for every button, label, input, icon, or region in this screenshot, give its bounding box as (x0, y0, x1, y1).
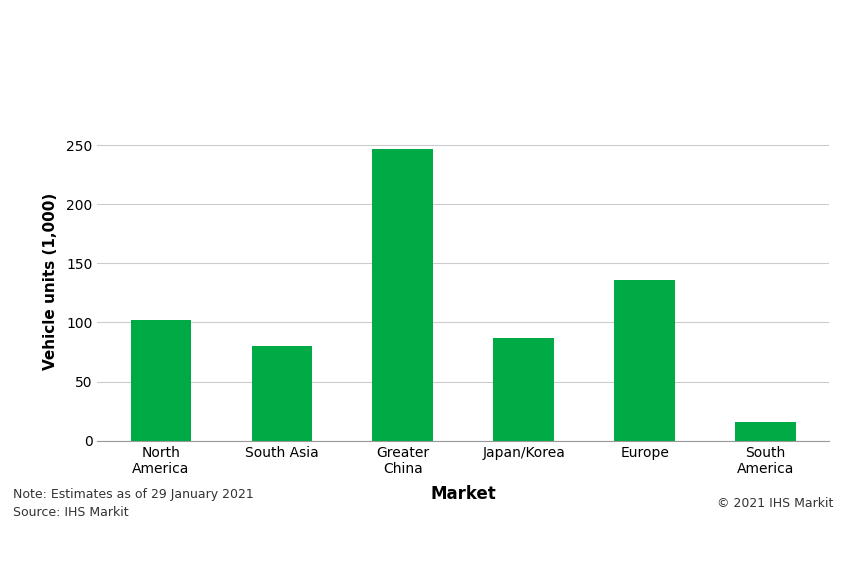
Bar (372, 149, 433, 441)
Bar (614, 280, 675, 441)
X-axis label: Market: Market (431, 485, 496, 503)
Bar (130, 320, 191, 441)
Text: Estimated impact on light vehicle production volume in Q1 2021 due to
semiconduc: Estimated impact on light vehicle produc… (13, 32, 681, 75)
Bar (493, 338, 554, 441)
Text: © 2021 IHS Markit: © 2021 IHS Markit (717, 497, 833, 511)
Bar (251, 346, 312, 441)
Y-axis label: Vehicle units (1,000): Vehicle units (1,000) (42, 193, 58, 370)
Text: Note: Estimates as of 29 January 2021
Source: IHS Markit: Note: Estimates as of 29 January 2021 So… (13, 489, 254, 519)
Bar (735, 422, 796, 441)
